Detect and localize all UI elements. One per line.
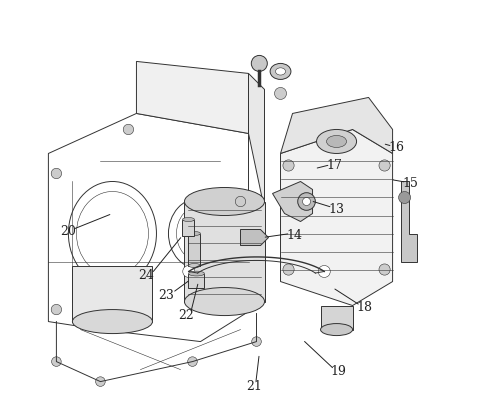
Ellipse shape [188, 231, 200, 235]
Circle shape [378, 160, 389, 171]
Text: 19: 19 [330, 365, 346, 378]
Circle shape [123, 124, 133, 135]
Ellipse shape [182, 218, 194, 222]
Polygon shape [320, 305, 352, 330]
Circle shape [251, 337, 261, 347]
Text: 18: 18 [356, 301, 372, 314]
Circle shape [51, 304, 61, 315]
Ellipse shape [316, 129, 356, 154]
Circle shape [182, 266, 194, 278]
Polygon shape [72, 266, 152, 322]
Text: 13: 13 [328, 203, 344, 216]
Circle shape [282, 264, 293, 275]
Ellipse shape [320, 324, 352, 336]
Ellipse shape [326, 135, 346, 147]
Circle shape [51, 168, 61, 179]
Polygon shape [136, 61, 248, 133]
Circle shape [378, 264, 389, 275]
Polygon shape [272, 181, 312, 222]
Text: 22: 22 [178, 309, 194, 322]
Polygon shape [188, 233, 200, 266]
Text: 21: 21 [246, 380, 262, 393]
Polygon shape [280, 129, 392, 305]
Text: 17: 17 [326, 159, 342, 172]
Polygon shape [280, 98, 392, 154]
Text: 20: 20 [60, 225, 76, 238]
Circle shape [187, 357, 197, 366]
Ellipse shape [275, 68, 285, 75]
Text: 16: 16 [388, 141, 404, 154]
Polygon shape [240, 230, 268, 245]
Text: 23: 23 [158, 289, 174, 302]
Ellipse shape [188, 271, 204, 276]
Polygon shape [248, 73, 264, 210]
Circle shape [318, 266, 330, 278]
Text: 14: 14 [286, 229, 302, 242]
Polygon shape [184, 202, 264, 301]
Circle shape [51, 357, 61, 366]
Circle shape [235, 196, 245, 207]
Polygon shape [188, 274, 204, 288]
Ellipse shape [270, 63, 290, 79]
Text: 24: 24 [138, 269, 154, 282]
Polygon shape [182, 220, 194, 235]
Circle shape [302, 197, 310, 206]
Circle shape [251, 56, 267, 71]
Ellipse shape [188, 264, 200, 268]
Ellipse shape [72, 310, 152, 334]
Polygon shape [400, 181, 416, 262]
Circle shape [282, 160, 293, 171]
Text: 15: 15 [402, 177, 418, 190]
Circle shape [274, 87, 286, 100]
Circle shape [398, 191, 410, 204]
Ellipse shape [184, 187, 264, 216]
Ellipse shape [184, 288, 264, 316]
Circle shape [297, 193, 315, 210]
Circle shape [96, 377, 105, 386]
